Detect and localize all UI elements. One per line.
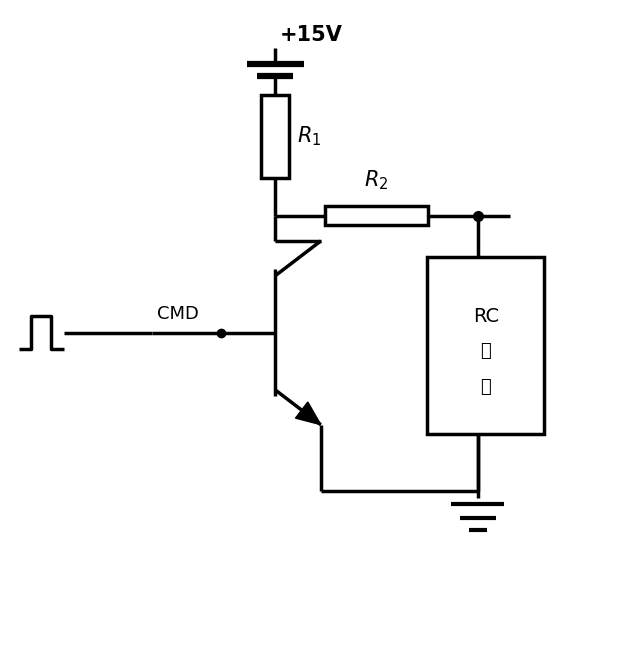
Text: RC: RC [473, 308, 499, 327]
Polygon shape [295, 402, 321, 425]
Text: $R_2$: $R_2$ [364, 168, 389, 192]
Bar [261, 95, 289, 177]
Bar [427, 257, 544, 434]
Text: CMD: CMD [157, 305, 199, 323]
Text: +15V: +15V [281, 25, 343, 44]
Text: $R_1$: $R_1$ [296, 125, 321, 149]
Bar [325, 206, 429, 225]
Text: 络: 络 [481, 378, 491, 396]
Text: 网: 网 [481, 341, 491, 360]
